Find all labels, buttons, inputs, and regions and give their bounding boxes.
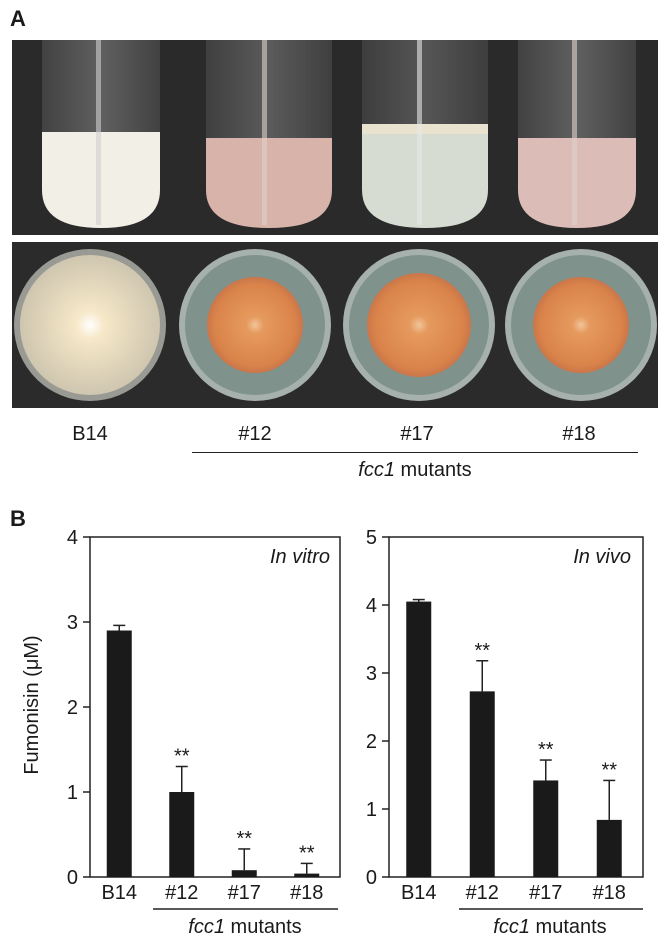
- significance-mark: **: [299, 842, 315, 864]
- mutant-label-in-vitro: fcc1 mutants: [188, 916, 301, 938]
- bar-2: [169, 792, 195, 877]
- category-label: #17: [529, 882, 562, 904]
- y-tick-label: 1: [366, 799, 377, 821]
- strain-label-18: #18: [562, 423, 596, 445]
- tube-17: [362, 40, 488, 228]
- y-tick-label: 2: [67, 697, 78, 719]
- bar-3: [533, 780, 559, 877]
- category-label: B14: [101, 882, 137, 904]
- plot-frame-in-vivo: [388, 536, 644, 878]
- bar-4: [294, 873, 320, 877]
- plate-17: [343, 249, 495, 401]
- mutant-group-label: fcc1 mutants: [358, 459, 472, 481]
- bar-3: [231, 870, 257, 877]
- category-label: #18: [593, 882, 626, 904]
- category-label: #12: [165, 882, 198, 904]
- y-tick-label: 3: [366, 663, 377, 685]
- panel-b-letter: B: [10, 506, 26, 531]
- category-label: #12: [466, 882, 499, 904]
- y-tick-label: 3: [67, 612, 78, 634]
- y-tick-label: 5: [366, 527, 377, 549]
- significance-mark: **: [538, 739, 554, 761]
- tube-12: [206, 40, 332, 228]
- category-label: #17: [228, 882, 261, 904]
- strain-label-17: #17: [400, 423, 434, 445]
- annotation-in-vitro: In vitro: [270, 546, 330, 568]
- plate-12: [179, 249, 331, 401]
- chart-in-vivo: 0 1 2 3 4 5 B14 ** #12 ** #17 ** #18 In vivo fcc1 mu…: [366, 527, 644, 938]
- strain-label-12: #12: [238, 423, 272, 445]
- culture-tubes-photo: [12, 40, 658, 235]
- mutant-label-in-vivo: fcc1 mutants: [493, 916, 606, 938]
- annotation-in-vivo: In vivo: [573, 546, 631, 568]
- y-tick-label: 4: [67, 527, 78, 549]
- mutant-group-line: [192, 452, 638, 453]
- tube-b14: [42, 40, 160, 228]
- significance-mark: **: [236, 828, 252, 850]
- category-label: B14: [401, 882, 437, 904]
- fumonisin-charts: Fumonisin (μM) 0 1 2 3 4 B14 ** #12 ** #17 ** #18 I…: [21, 527, 644, 938]
- tube-18: [518, 40, 636, 228]
- bar-4: [596, 819, 622, 877]
- strain-label-b14: B14: [72, 423, 108, 445]
- plate-b14: [14, 249, 166, 401]
- panel-a-letter: A: [10, 6, 26, 31]
- chart-in-vitro: 0 1 2 3 4 B14 ** #12 ** #17 ** #18 In vitro fcc1 mu…: [67, 527, 341, 938]
- y-tick-label: 0: [67, 867, 78, 889]
- bar-1: [406, 601, 432, 877]
- significance-mark: **: [601, 759, 617, 781]
- bar-1: [106, 630, 132, 877]
- y-tick-label: 2: [366, 731, 377, 753]
- significance-mark: **: [474, 640, 490, 662]
- y-tick-label: 4: [366, 595, 377, 617]
- y-tick-label: 1: [67, 782, 78, 804]
- y-tick-label: 0: [366, 867, 377, 889]
- significance-mark: **: [174, 746, 190, 768]
- culture-plates-photo: [12, 242, 658, 408]
- plate-18: [505, 249, 657, 401]
- bar-2: [469, 691, 495, 877]
- y-axis-label: Fumonisin (μM): [21, 635, 43, 774]
- category-label: #18: [290, 882, 323, 904]
